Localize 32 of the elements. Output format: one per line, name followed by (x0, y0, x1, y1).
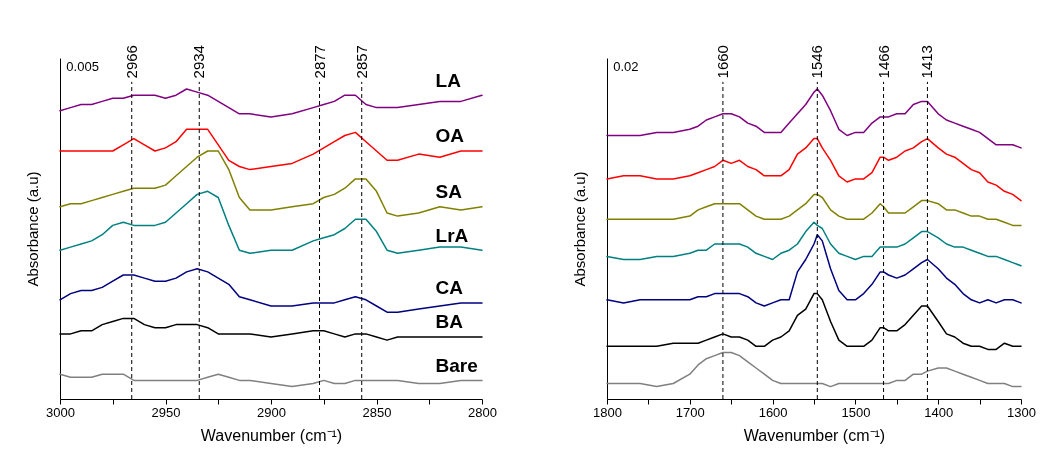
x-tick-label: 1800 (593, 404, 622, 420)
x-axis-title: Wavenumber (cm⁻¹) (743, 426, 886, 444)
ref-line-label: 1660 (713, 45, 731, 79)
x-tick-label: 2800 (468, 404, 497, 420)
x-tick-label: 1600 (758, 404, 788, 420)
y-axis-title: Absorbance (a.u) (570, 171, 588, 287)
ref-line-label: 2857 (352, 45, 370, 79)
ref-line-label: 2966 (122, 45, 140, 79)
text: 0.02 (613, 59, 639, 75)
ref-line-label: 2877 (310, 45, 328, 79)
ref-line-label: 1466 (874, 45, 892, 79)
x-axis-title: Wavenumber (cm⁻¹) (200, 426, 343, 444)
x-tick-label: 1400 (924, 404, 954, 420)
text: 0.005 (66, 59, 99, 75)
ref-line-label: 1413 (918, 45, 936, 79)
series-label: SA (435, 181, 463, 203)
series-label: LA (435, 69, 462, 91)
x-tick-label: 2900 (257, 404, 286, 420)
x-tick-label: 1500 (841, 404, 871, 420)
x-tick-label: 3000 (46, 404, 75, 420)
series-label: BA (435, 311, 464, 333)
x-tick-label: 1300 (1007, 404, 1036, 420)
x-tick-label: 1700 (675, 404, 705, 420)
x-tick-label: 2850 (362, 404, 392, 420)
series-label: CA (435, 277, 464, 299)
x-tick-label: 2950 (151, 404, 181, 420)
series-label: Bare (435, 354, 478, 376)
y-axis-title: Absorbance (a.u) (23, 171, 41, 287)
series-label: OA (435, 125, 465, 147)
ref-line-label: 2934 (190, 45, 208, 79)
series-label: LrA (435, 224, 469, 246)
ref-line-label: 1546 (808, 45, 826, 79)
